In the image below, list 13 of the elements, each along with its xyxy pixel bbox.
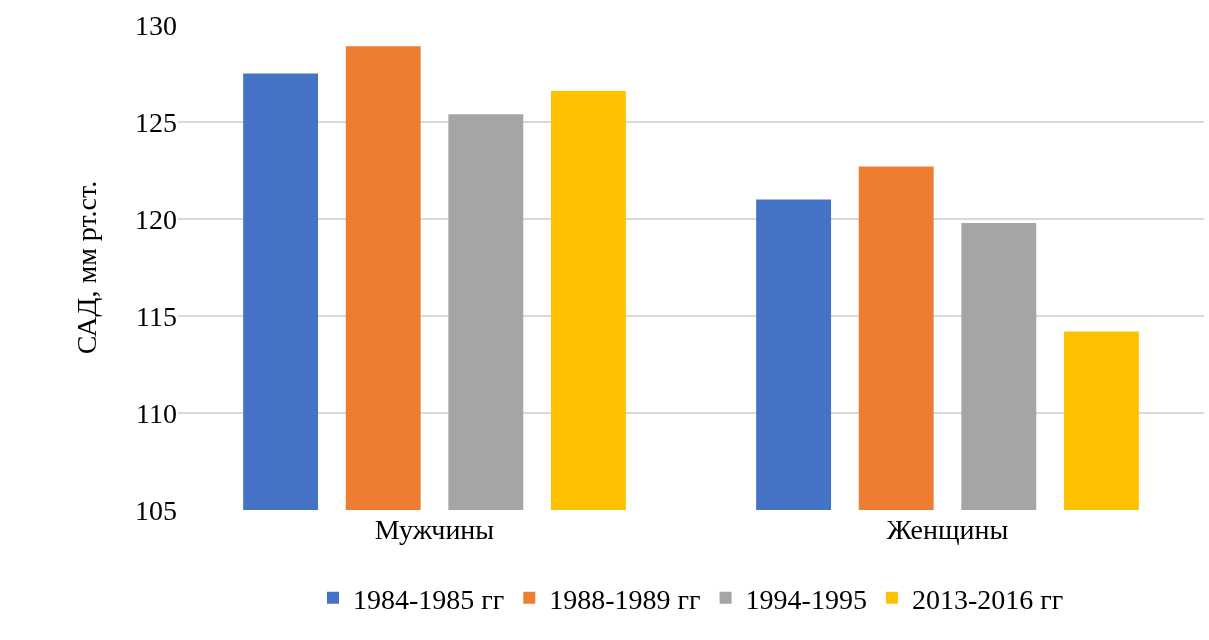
y-tick-label: 110 [136,397,177,429]
y-tick-label: 130 [135,9,177,41]
legend-label: 1984-1985 гг [353,583,505,615]
y-axis-title: САД, мм рт.ст. [70,180,102,355]
x-tick-label: Мужчины [374,514,495,545]
legend-label: 1988-1989 гг [549,583,701,615]
y-tick-label: 115 [136,300,177,332]
y-tick-label: 120 [135,203,177,235]
y-tick-label: 125 [135,106,177,138]
y-tick-label: 105 [135,494,177,526]
legend-label: 2013-2016 гг [911,583,1064,615]
x-tick-label: Женщины [886,514,1009,545]
legend-label: 1994-1995 [745,583,867,615]
